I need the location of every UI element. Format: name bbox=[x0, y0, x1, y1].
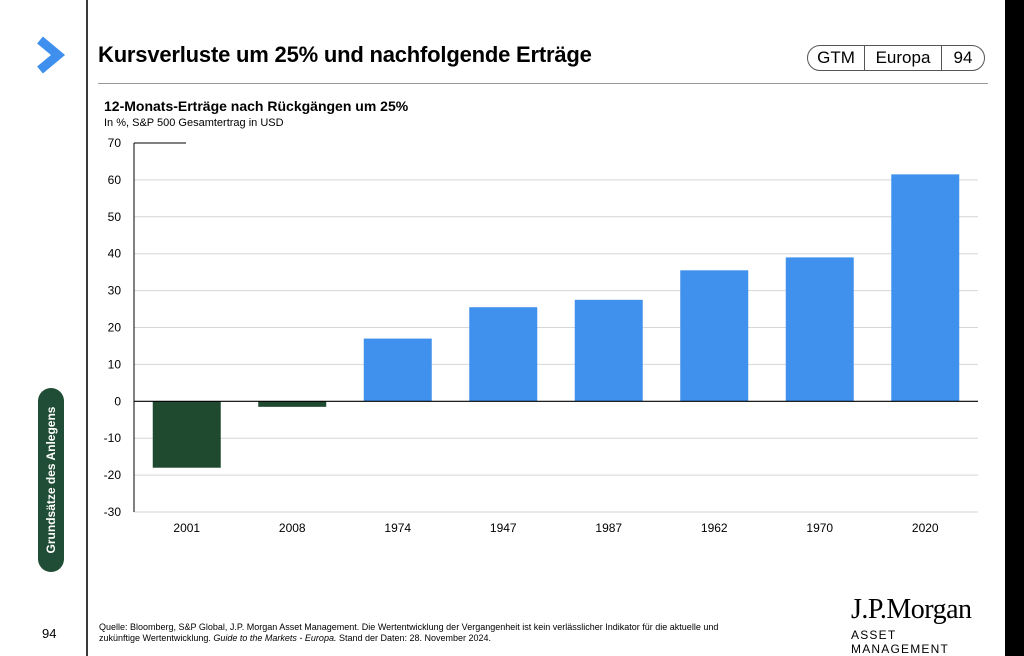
chart-unit-note: In %, S&P 500 Gesamtertrag in USD bbox=[104, 117, 284, 129]
y-tick-label: 70 bbox=[108, 136, 122, 150]
source-line-2-start: zukünftige Wertentwicklung. bbox=[99, 633, 214, 643]
x-tick-label: 2008 bbox=[279, 521, 306, 535]
jpmorgan-logo: J.P.Morgan ASSET MANAGEMENT bbox=[851, 595, 991, 656]
bar bbox=[363, 338, 432, 402]
badge-page-number: 94 bbox=[953, 48, 973, 67]
logo-wordmark: J.P.Morgan bbox=[851, 594, 972, 625]
source-line-2: zukünftige Wertentwicklung. Guide to the… bbox=[99, 633, 819, 644]
y-tick-label: 20 bbox=[108, 321, 122, 335]
chevron-right-icon bbox=[37, 36, 66, 74]
y-tick-label: 50 bbox=[108, 210, 122, 224]
bar bbox=[469, 307, 538, 402]
x-tick-label: 1947 bbox=[490, 521, 517, 535]
y-tick-label: 0 bbox=[114, 394, 121, 408]
y-tick-label: 30 bbox=[108, 284, 122, 298]
section-tab: Grundsätze des Anlegens bbox=[38, 388, 64, 572]
bar bbox=[785, 257, 854, 402]
y-tick-label: -20 bbox=[104, 468, 122, 482]
bar bbox=[152, 401, 221, 468]
x-tick-label: 1970 bbox=[806, 521, 833, 535]
bar bbox=[574, 299, 643, 402]
bar bbox=[680, 270, 749, 402]
y-tick-label: -10 bbox=[104, 431, 122, 445]
source-line-2-end: Stand der Daten: 28. November 2024. bbox=[336, 633, 492, 643]
sidebar-divider bbox=[86, 0, 88, 656]
gtm-badge: GTM Europa 94 bbox=[807, 45, 985, 71]
bar bbox=[258, 401, 327, 407]
chart-subtitle: 12-Monats-Erträge nach Rückgängen um 25% bbox=[104, 98, 409, 114]
gtm-label: GTM bbox=[808, 46, 865, 70]
source-line-1: Quelle: Bloomberg, S&P Global, J.P. Morg… bbox=[99, 622, 719, 632]
x-tick-label: 1987 bbox=[595, 521, 622, 535]
page-number: 94 bbox=[42, 626, 57, 641]
y-tick-label: 10 bbox=[108, 357, 122, 371]
y-tick-label: 40 bbox=[108, 247, 122, 261]
y-tick-label: -30 bbox=[104, 505, 122, 519]
x-tick-label: 2020 bbox=[912, 521, 939, 535]
bar-chart: 70 60 50 40 30 20 10 0 -10 -20 -30 2001 2008 1974 1947… bbox=[104, 136, 978, 535]
title-divider bbox=[98, 83, 988, 84]
source-note: Quelle: Bloomberg, S&P Global, J.P. Morg… bbox=[99, 622, 819, 644]
x-tick-label: 2001 bbox=[173, 521, 200, 535]
logo-subline: ASSET MANAGEMENT bbox=[851, 628, 950, 656]
source-line-2-italic: Guide to the Markets - Europa. bbox=[213, 633, 337, 643]
y-tick-label: 60 bbox=[108, 173, 122, 187]
region-label: Europa bbox=[865, 46, 942, 70]
x-tick-label: 1962 bbox=[701, 521, 728, 535]
page-title: Kursverluste um 25% und nachfolgende Ert… bbox=[98, 42, 592, 67]
x-tick-label: 1974 bbox=[384, 521, 411, 535]
bar bbox=[891, 174, 960, 402]
